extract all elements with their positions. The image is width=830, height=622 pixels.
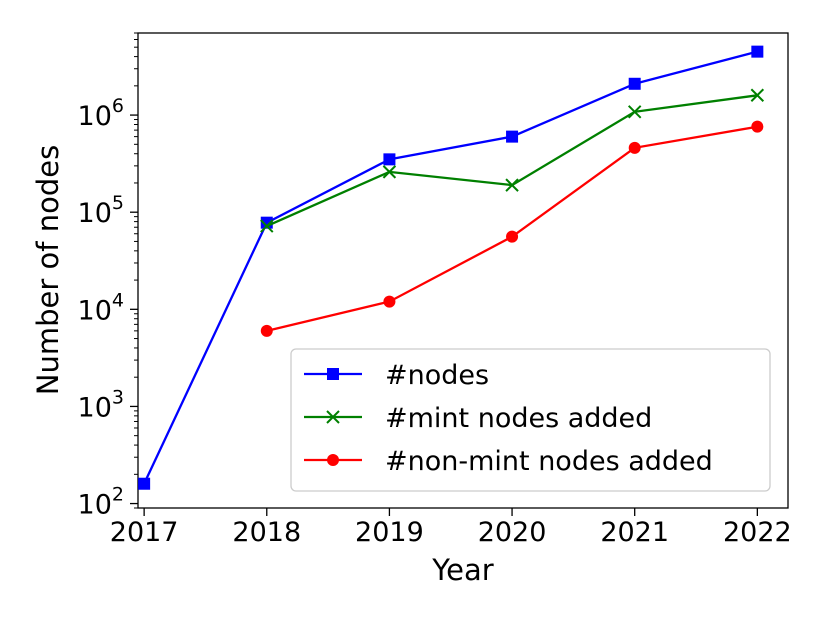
y-tick-exponent: 6	[112, 95, 124, 117]
y-tick-base: 10	[78, 392, 112, 423]
y-tick-base: 10	[78, 490, 112, 521]
series-layer	[138, 45, 765, 490]
series-line	[143, 50, 758, 485]
data-point-x	[750, 88, 765, 102]
series-0	[138, 45, 764, 490]
series-1	[260, 88, 765, 233]
legend-item: #nodes	[304, 360, 489, 391]
data-point-x	[505, 178, 519, 192]
data-point-circle	[260, 324, 273, 337]
legend-label: #nodes	[385, 360, 489, 391]
legend-item: #mint nodes added	[304, 403, 652, 434]
y-tick-exponent: 5	[112, 192, 124, 214]
y-tick-label: 104	[78, 289, 124, 326]
data-point-x	[627, 105, 642, 119]
data-point-x	[382, 165, 397, 179]
legend: #nodes #mint nodes added #non-mint nodes a…	[290, 348, 771, 492]
data-point-square	[138, 477, 151, 490]
data-point-square	[506, 130, 519, 143]
y-tick-label: 106	[78, 95, 124, 132]
data-point-square	[327, 368, 339, 380]
series-2	[260, 120, 764, 337]
data-point-square	[383, 153, 396, 166]
x-axis-ticks: 2017 2018 2019 2020 2021 2022	[110, 508, 792, 548]
y-tick-base: 10	[78, 101, 112, 132]
y-axis-label: Number of nodes	[31, 145, 65, 395]
y-tick-label: 103	[78, 386, 124, 423]
x-tick-label: 2018	[232, 517, 301, 548]
data-point-circle	[506, 230, 519, 243]
y-tick-label: 102	[78, 484, 124, 521]
data-point-circle	[383, 295, 396, 308]
y-tick-exponent: 2	[112, 484, 124, 506]
y-tick-base: 10	[78, 295, 112, 326]
data-point-circle	[628, 141, 641, 154]
x-tick-label: 2017	[110, 517, 179, 548]
legend-box	[290, 348, 771, 492]
data-point-circle	[751, 120, 764, 133]
legend-label: #mint nodes added	[385, 403, 652, 434]
y-minor-ticks	[134, 32, 138, 509]
data-point-x	[260, 219, 274, 233]
y-tick-exponent: 4	[112, 289, 124, 311]
y-tick-base: 10	[78, 198, 112, 229]
x-tick-label: 2019	[355, 517, 424, 548]
y-tick-exponent: 3	[112, 386, 124, 408]
data-point-square	[751, 45, 764, 58]
y-tick-label: 105	[78, 192, 124, 229]
data-point-square	[628, 77, 641, 90]
data-point-x	[326, 410, 340, 424]
x-axis-label: Year	[431, 553, 493, 587]
x-tick-label: 2021	[600, 517, 669, 548]
legend-item: #non-mint nodes added	[304, 446, 713, 477]
x-tick-label: 2020	[478, 517, 547, 548]
legend-label: #non-mint nodes added	[385, 446, 713, 477]
data-point-circle	[327, 454, 339, 466]
x-tick-label: 2022	[723, 517, 792, 548]
